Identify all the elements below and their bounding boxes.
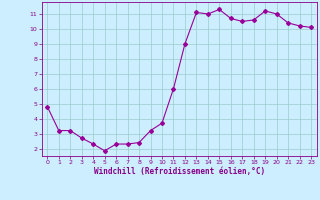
X-axis label: Windchill (Refroidissement éolien,°C): Windchill (Refroidissement éolien,°C) [94,167,265,176]
